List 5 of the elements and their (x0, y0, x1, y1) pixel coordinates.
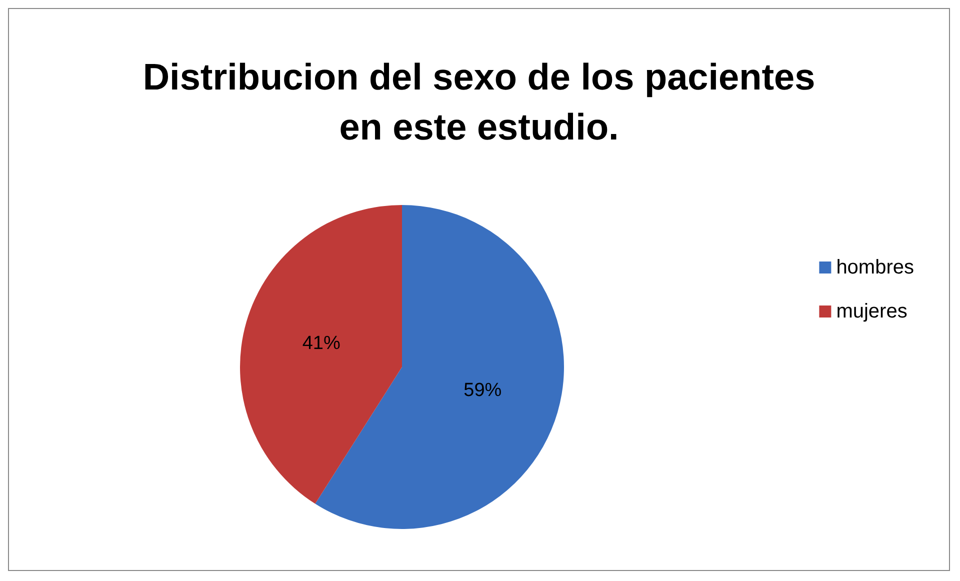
data-label: 41% (302, 333, 340, 354)
data-label: 59% (464, 380, 502, 401)
legend-label: mujeres (836, 300, 908, 322)
chart-title: Distribucion del sexo de los pacientes en este estudio. (142, 56, 816, 148)
legend-label: hombres (836, 256, 914, 278)
